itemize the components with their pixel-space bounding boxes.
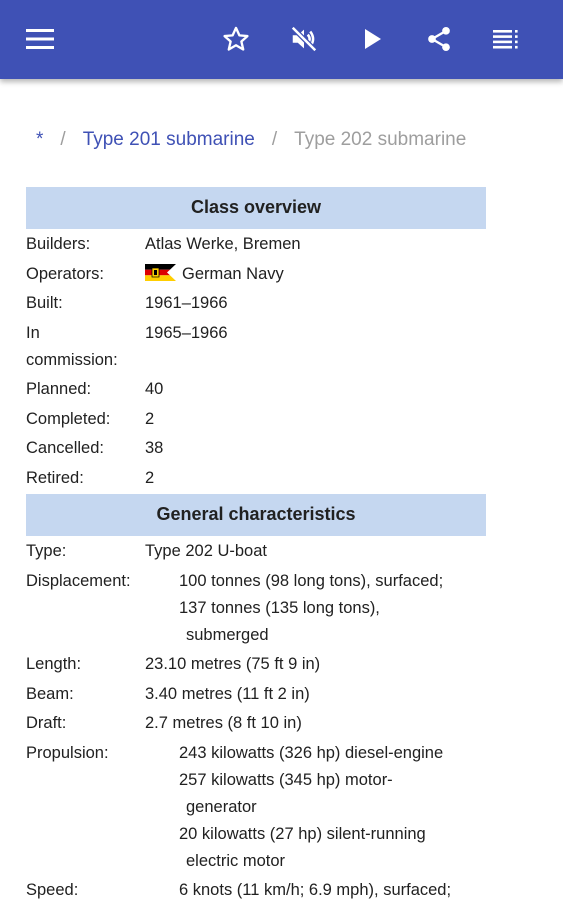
built-value: 1961–1966	[145, 294, 228, 312]
operators-label: Operators:	[26, 264, 104, 283]
type-row: Type: Type 202 U-boat	[26, 538, 486, 565]
displacement-value: 100 tonnes (98 long tons), surfaced; 137…	[145, 568, 486, 649]
built-label: Built:	[26, 294, 63, 312]
speed-value: 6 knots (11 km/h; 6.9 mph), surfaced;	[179, 881, 452, 899]
planned-row: Planned: 40	[26, 376, 486, 403]
operators-row: Operators: German Navy	[26, 261, 486, 288]
in-commission-value: 1965–1966	[145, 323, 228, 342]
draft-row: Draft: 2.7 metres (8 ft 10 in)	[26, 710, 486, 737]
retired-label: Retired:	[26, 468, 84, 487]
propulsion-label: Propulsion:	[26, 743, 109, 762]
in-commission-label-line: commission:	[26, 350, 118, 369]
app-bar	[0, 0, 563, 79]
in-commission-label: In commission:	[26, 320, 145, 374]
displacement-label: Displacement:	[26, 571, 131, 590]
completed-label: Completed:	[26, 409, 111, 428]
builders-row: Builders: Atlas Werke, Bremen	[26, 231, 486, 258]
speed-row: Speed: 6 knots (11 km/h; 6.9 mph), surfa…	[26, 877, 486, 904]
displacement-line: 137 tonnes (135 long tons),	[179, 598, 380, 617]
builders-value[interactable]: Atlas Werke, Bremen	[145, 235, 301, 253]
cancelled-label: Cancelled:	[26, 439, 104, 457]
beam-row: Beam: 3.40 metres (11 ft 2 in)	[26, 681, 486, 708]
german-navy-flag-icon	[145, 263, 176, 281]
retired-value: 2	[145, 468, 155, 487]
cancelled-row: Cancelled: 38	[26, 435, 486, 462]
hamburger-menu-icon[interactable]	[23, 22, 57, 56]
propulsion-line: electric motor	[186, 851, 286, 870]
planned-value: 40	[145, 380, 164, 398]
list-icon[interactable]	[490, 22, 524, 56]
breadcrumb-current: Type 202 submarine	[294, 129, 467, 150]
operators-value-container: German Navy	[145, 261, 486, 288]
general-characteristics-header: General characteristics	[26, 494, 486, 536]
share-icon[interactable]	[422, 22, 456, 56]
breadcrumb-separator: /	[271, 129, 278, 150]
builders-label: Builders:	[26, 235, 91, 253]
star-icon[interactable]	[219, 22, 253, 56]
breadcrumb-separator: /	[60, 129, 66, 150]
displacement-row: Displacement: 100 tonnes (98 long tons),…	[26, 568, 486, 649]
cancelled-value: 38	[145, 439, 164, 457]
retired-row: Retired: 2	[26, 465, 486, 492]
breadcrumb-parent-link[interactable]: Type 201 submarine	[82, 129, 255, 150]
breadcrumb: * / Type 201 submarine / Type 202 submarine	[36, 127, 466, 153]
speed-label: Speed:	[26, 881, 79, 899]
displacement-line: submerged	[186, 625, 269, 644]
type-value: Type 202 U-boat	[145, 542, 267, 560]
propulsion-value: 243 kilowatts (326 hp) diesel-engine 257…	[145, 740, 486, 875]
completed-value: 2	[145, 409, 155, 428]
mute-icon[interactable]	[287, 22, 321, 56]
built-row: Built: 1961–1966	[26, 290, 486, 317]
displacement-line: 100 tonnes (98 long tons), surfaced;	[179, 571, 444, 590]
length-value: 23.10 metres (75 ft 9 in)	[145, 655, 321, 673]
draft-value: 2.7 metres (8 ft 10 in)	[145, 714, 302, 732]
infobox: Class overview Builders: Atlas Werke, Br…	[26, 187, 486, 907]
type-label: Type:	[26, 542, 67, 560]
propulsion-line: 243 kilowatts (326 hp) diesel-engine	[179, 743, 444, 762]
propulsion-line: 20 kilowatts (27 hp) silent-running	[179, 824, 426, 843]
length-row: Length: 23.10 metres (75 ft 9 in)	[26, 651, 486, 678]
class-overview-header: Class overview	[26, 187, 486, 229]
completed-row: Completed: 2	[26, 406, 486, 433]
planned-label: Planned:	[26, 380, 92, 398]
length-label: Length:	[26, 655, 82, 673]
propulsion-line: generator	[186, 797, 257, 816]
breadcrumb-root-link[interactable]: *	[36, 129, 44, 150]
draft-label: Draft:	[26, 714, 67, 732]
propulsion-row: Propulsion: 243 kilowatts (326 hp) diese…	[26, 740, 486, 875]
in-commission-row: In commission: 1965–1966	[26, 320, 486, 374]
operators-value[interactable]: German Navy	[182, 264, 284, 283]
propulsion-line: 257 kilowatts (345 hp) motor-	[179, 770, 393, 789]
beam-value: 3.40 metres (11 ft 2 in)	[145, 684, 310, 703]
play-icon[interactable]	[355, 22, 389, 56]
beam-label: Beam:	[26, 684, 74, 703]
in-commission-label-line: In	[26, 323, 40, 342]
